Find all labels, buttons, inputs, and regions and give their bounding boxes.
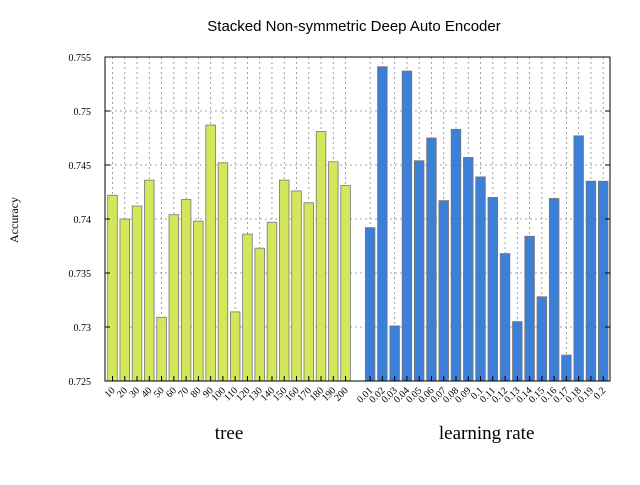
bar-40 [144, 179, 155, 382]
bar-0.09 [463, 157, 474, 382]
bar-0.14 [524, 235, 535, 382]
y-tick-label: 0.74 [74, 215, 92, 226]
bar-0.08 [450, 128, 462, 382]
bar-180 [315, 131, 327, 382]
x-tick-label: 0.2 [592, 385, 609, 402]
bar-90 [205, 124, 216, 382]
bar-0.16 [548, 198, 560, 382]
bar-0.01 [364, 227, 376, 382]
bar-50 [156, 316, 167, 382]
bar-120 [242, 233, 253, 382]
bar-110 [229, 311, 241, 382]
bar-0.13 [512, 321, 523, 382]
y-tick-label: 0.755 [69, 53, 92, 64]
bar-0.19 [585, 180, 597, 382]
bar-0.02 [377, 66, 388, 382]
y-tick-label: 0.75 [74, 107, 92, 118]
bar-140 [266, 221, 278, 382]
bar-0.05 [413, 160, 425, 382]
bar-60 [168, 214, 180, 382]
bars [107, 66, 609, 382]
group-labels: tree learning rate [215, 423, 535, 444]
x-ticks: 1020304050607080901001101201301401501601… [103, 376, 609, 405]
bar-0.06 [426, 137, 437, 382]
bar-200 [340, 185, 351, 382]
bar-70 [180, 199, 192, 382]
bar-130 [254, 247, 265, 382]
bar-10 [107, 194, 118, 382]
y-tick-label: 0.745 [69, 161, 92, 172]
bar-100 [217, 162, 229, 382]
y-tick-label: 0.73 [74, 323, 92, 334]
bar-20 [119, 218, 130, 382]
group-label: learning rate [439, 423, 534, 444]
bar-0.07 [438, 200, 449, 382]
y-tick-label: 0.735 [69, 269, 92, 280]
y-ticks: 0.725 0.73 0.735 0.74 0.745 0.75 0.755 [69, 53, 610, 388]
bar-0.03 [389, 325, 400, 382]
bar-150 [279, 179, 290, 382]
bar-0.04 [401, 70, 413, 382]
bar-80 [193, 220, 204, 382]
bar-30 [131, 205, 143, 382]
bar-0.1 [475, 176, 486, 382]
bar-0.12 [499, 253, 511, 382]
chart-title: Stacked Non-symmetric Deep Auto Encoder [207, 18, 500, 35]
bar-160 [291, 190, 302, 382]
bar-0.11 [487, 196, 498, 382]
bar-190 [328, 161, 339, 382]
bar-170 [303, 202, 314, 382]
bar-0.15 [536, 296, 548, 382]
x-tick-label: 200 [332, 385, 350, 403]
bar-0.18 [573, 135, 584, 382]
group-label: tree [215, 423, 243, 444]
bar-0.2 [598, 180, 609, 382]
y-tick-label: 0.725 [69, 377, 92, 388]
y-axis-label: Accuracy [7, 197, 21, 243]
